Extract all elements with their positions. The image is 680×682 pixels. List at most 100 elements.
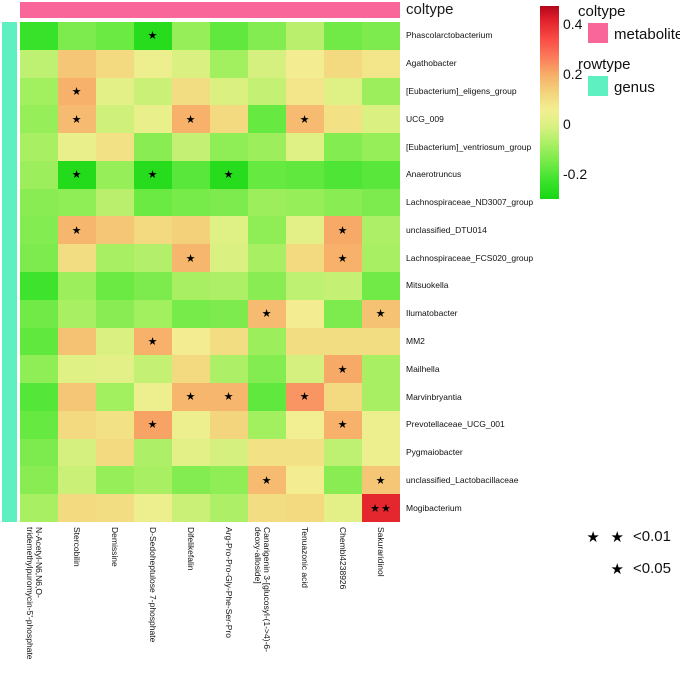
heatmap-cell <box>58 49 96 78</box>
colorbar-tick: -0.2 <box>563 165 588 182</box>
heatmap-cell: ★ <box>362 299 400 328</box>
heatmap-cell <box>210 299 248 328</box>
heatmap-cell: ★ <box>58 77 96 106</box>
heatmap-cell <box>134 244 172 272</box>
heatmap-cell <box>362 22 400 50</box>
heatmap-cell <box>20 410 58 439</box>
heatmap-cell <box>286 22 324 50</box>
significance-star: ★ <box>147 29 159 43</box>
heatmap-cell <box>172 327 210 356</box>
heatmap-cell: ★★ <box>362 494 400 522</box>
heatmap-cell <box>58 133 96 161</box>
heatmap-cell <box>286 160 324 189</box>
heatmap-cell <box>96 466 134 495</box>
heatmap-cell <box>172 216 210 245</box>
heatmap-cell <box>20 160 58 189</box>
heatmap-cell <box>362 105 400 134</box>
heatmap-cell <box>96 494 134 522</box>
heatmap-cell: ★ <box>134 410 172 439</box>
heatmap-grid: ★ ★ ★ ★ ★ ★ ★ ★ ★ ★ ★ ★ ★ ★ ★ ★ ★ ★ ★ ★ ★ ★ ★ ★★ <box>20 22 400 522</box>
heatmap-cell <box>324 299 362 328</box>
heatmap-cell <box>210 272 248 300</box>
heatmap-cell <box>286 355 324 384</box>
heatmap-cell <box>134 494 172 522</box>
heatmap-cell <box>362 272 400 300</box>
heatmap-cell <box>324 188 362 217</box>
heatmap-cell <box>172 22 210 50</box>
heatmap-cell: ★ <box>248 466 286 495</box>
heatmap-cell <box>20 22 58 50</box>
heatmap-cell <box>362 77 400 106</box>
significance-star: ★ <box>337 362 349 376</box>
heatmap-cell <box>324 327 362 356</box>
heatmap-cell <box>58 244 96 272</box>
heatmap-cell <box>20 77 58 106</box>
heatmap-cell <box>96 244 134 272</box>
heatmap-cell <box>286 299 324 328</box>
heatmap-cell <box>210 355 248 384</box>
heatmap-cell <box>210 188 248 217</box>
heatmap-cell <box>20 188 58 217</box>
row-label: unclassified_DTU014 <box>406 224 487 235</box>
heatmap-cell <box>210 22 248 50</box>
heatmap-cell: ★ <box>324 244 362 272</box>
heatmap-cell <box>58 22 96 50</box>
row-label: Agathobacter <box>406 58 457 69</box>
heatmap-cell <box>96 327 134 356</box>
significance-star: ★ <box>223 390 235 404</box>
row-label: Mailhella <box>406 363 440 374</box>
row-label: Lachnospiraceae_ND3007_group <box>406 197 534 208</box>
heatmap-cell <box>286 410 324 439</box>
row-label: Mogibacterium <box>406 502 462 513</box>
coltype-legend-swatch <box>588 23 608 43</box>
heatmap-cell <box>134 133 172 161</box>
column-label: Demissine <box>110 527 120 567</box>
heatmap-cell <box>134 383 172 411</box>
heatmap-cell <box>362 160 400 189</box>
heatmap-cell <box>20 466 58 495</box>
heatmap-cell <box>324 22 362 50</box>
heatmap-cell <box>362 244 400 272</box>
column-label: N-Acetyl-N6,N6,O-tridemethylpuromycin-5'… <box>25 527 44 660</box>
significance-star-symbol: ★ ★ <box>586 528 627 546</box>
heatmap-cell <box>210 327 248 356</box>
column-label: Canarigenin 3-[glucosyl-(1->4)-6-deoxy-a… <box>253 527 272 652</box>
heatmap-cell <box>286 466 324 495</box>
heatmap-cell <box>286 327 324 356</box>
heatmap-cell: ★ <box>324 410 362 439</box>
heatmap-cell <box>248 216 286 245</box>
significance-star: ★ <box>185 251 197 265</box>
heatmap-cell <box>172 299 210 328</box>
rowtype-annotation-label: rowtype <box>0 527 2 573</box>
heatmap-cell <box>172 77 210 106</box>
significance-star: ★ <box>375 307 387 321</box>
heatmap-cell <box>286 49 324 78</box>
heatmap-cell <box>324 77 362 106</box>
row-label: unclassified_Lactobacillaceae <box>406 474 519 485</box>
heatmap-cell: ★ <box>58 216 96 245</box>
significance-star: ★ <box>71 84 83 98</box>
heatmap-cell <box>96 438 134 467</box>
heatmap-cell <box>210 49 248 78</box>
heatmap-cell <box>172 188 210 217</box>
significance-star: ★ <box>71 168 83 182</box>
heatmap-cell <box>324 133 362 161</box>
rowtype-annotation-bar <box>2 22 17 522</box>
heatmap-cell <box>134 355 172 384</box>
heatmap-cell <box>210 438 248 467</box>
heatmap-cell: ★ <box>134 160 172 189</box>
heatmap-cell <box>324 438 362 467</box>
significance-star: ★ <box>337 223 349 237</box>
heatmap-cell <box>172 49 210 78</box>
heatmap-cell <box>172 355 210 384</box>
heatmap-cell <box>96 272 134 300</box>
significance-threshold-label: <0.05 <box>633 560 671 577</box>
heatmap-cell <box>248 494 286 522</box>
heatmap-cell <box>210 133 248 161</box>
row-label: Anaerotruncus <box>406 169 462 180</box>
heatmap-cell <box>96 355 134 384</box>
heatmap-cell <box>248 77 286 106</box>
heatmap-cell <box>248 244 286 272</box>
heatmap-cell <box>96 216 134 245</box>
column-label: Chembl4238926 <box>338 527 348 590</box>
